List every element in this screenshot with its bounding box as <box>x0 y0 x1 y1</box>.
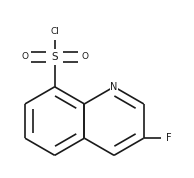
Text: F: F <box>166 133 172 143</box>
Text: O: O <box>21 53 28 61</box>
Text: S: S <box>51 52 58 62</box>
Text: Cl: Cl <box>50 27 59 36</box>
Text: N: N <box>110 82 118 92</box>
Text: O: O <box>81 53 88 61</box>
